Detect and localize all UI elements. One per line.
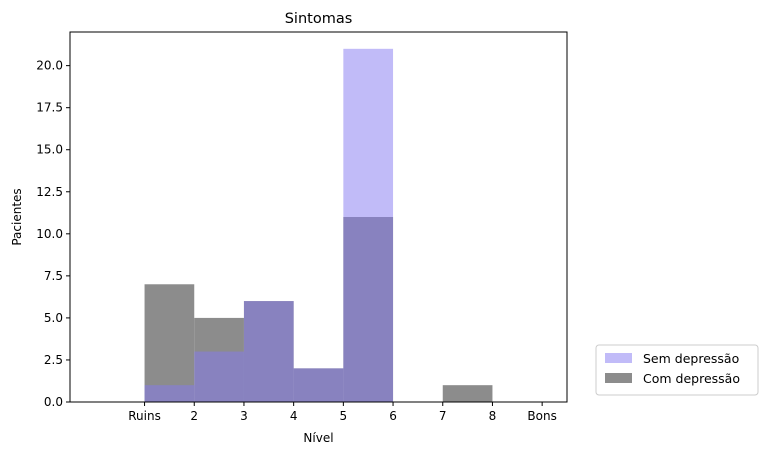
x-tick-label: Ruins	[128, 409, 161, 423]
plot-frame	[69, 31, 568, 403]
x-tick-label: 2	[190, 409, 198, 423]
bar-com-depressão-1-2	[144, 284, 195, 402]
y-tick-label: 20.0	[36, 59, 63, 73]
bar-sem-depressão-4-5	[293, 368, 344, 402]
x-tick-label: 3	[240, 409, 248, 423]
y-tick-label: 17.5	[36, 101, 63, 115]
x-tick-label: 5	[340, 409, 348, 423]
legend-label: Com depressão	[643, 371, 740, 386]
x-tick-label: 8	[489, 409, 497, 423]
legend-label: Sem depressão	[643, 351, 739, 366]
axes-layer: Ruins 2 3 4 5 6 7 8 Bons 0.0 2.5 5.0 7.5 10.0 12.5 15.0…	[36, 31, 568, 423]
x-tick-label: 7	[439, 409, 447, 423]
bar-sem-depressão-2-3	[194, 351, 244, 402]
y-tick-label: 5.0	[44, 311, 63, 325]
legend-swatch	[605, 353, 632, 363]
y-axis-label: Pacientes	[10, 188, 24, 245]
y-tick-label: 2.5	[44, 353, 63, 367]
legend-frame	[595, 344, 759, 396]
y-tick-label: 0.0	[44, 395, 63, 409]
chart-title: Sintomas	[285, 11, 353, 27]
x-tick-label: Bons	[527, 409, 556, 423]
bar-sem-depressão-3-4	[243, 301, 294, 402]
bar-com-depressão-7-8	[442, 385, 493, 402]
y-tick-label: 15.0	[36, 143, 63, 157]
y-tick-label: 7.5	[44, 269, 63, 283]
x-tick-label: 6	[389, 409, 397, 423]
legend: Sem depressão Com depressão	[595, 344, 759, 396]
bar-sem-depressão-5-6	[343, 48, 394, 403]
bar-sem-depressão-1-2	[144, 385, 195, 402]
x-axis-label: Nível	[303, 431, 333, 445]
x-tick-label: 4	[290, 409, 298, 423]
legend-swatch	[605, 373, 632, 383]
y-tick-label: 10.0	[36, 227, 63, 241]
bars-layer	[144, 48, 493, 403]
y-tick-label: 12.5	[36, 185, 63, 199]
